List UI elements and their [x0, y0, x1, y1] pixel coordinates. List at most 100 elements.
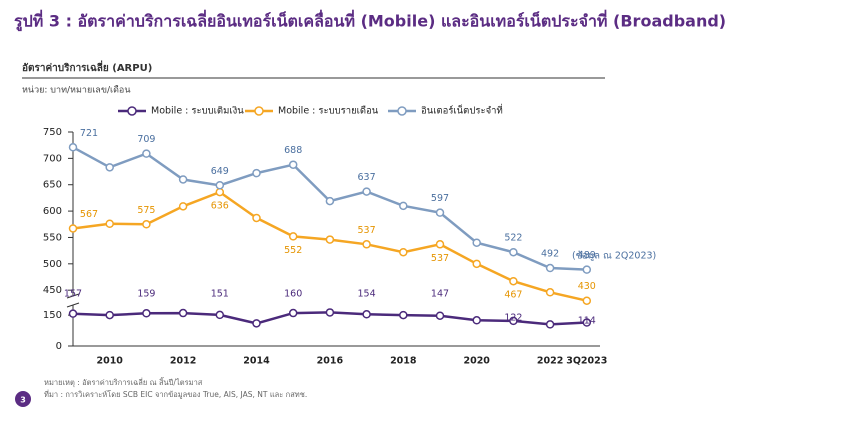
data-label: 649	[211, 166, 229, 177]
data-label: 154	[358, 289, 376, 300]
point	[68, 143, 78, 152]
data-label: 688	[284, 145, 302, 156]
data-label: 122	[504, 313, 522, 324]
x-tick-label: 2018	[390, 356, 417, 367]
y-tick-label: 700	[43, 153, 62, 164]
point	[142, 149, 151, 158]
point	[582, 265, 592, 274]
y-tick-label: 450	[43, 285, 62, 296]
axis-break	[66, 302, 80, 308]
y-tick-label: 500	[43, 259, 62, 270]
data-label: 151	[211, 289, 229, 300]
legend-marker	[397, 106, 407, 116]
data-label: 597	[431, 193, 449, 204]
point	[325, 308, 335, 317]
data-label: 537	[431, 253, 449, 264]
point	[105, 310, 114, 320]
legend-marker	[127, 106, 137, 116]
point	[68, 309, 78, 318]
x-tick-label: 2010	[96, 356, 123, 367]
point	[545, 263, 555, 273]
point	[399, 201, 408, 211]
page-badge	[15, 391, 31, 407]
data-label: 709	[137, 134, 155, 145]
point	[472, 238, 481, 247]
subtitle: อัตราค่าบริการเฉลี่ย (ARPU)	[22, 60, 152, 74]
point	[435, 240, 445, 249]
point	[362, 187, 371, 196]
point	[178, 202, 188, 211]
point	[178, 175, 188, 184]
note: ที่มา : การวิเคราะห์โดย SCB EIC จากข้อมู…	[44, 389, 307, 399]
data-label: 430	[578, 281, 596, 292]
point	[178, 308, 188, 318]
point	[399, 310, 408, 320]
y-tick-label: 650	[43, 180, 62, 191]
y-tick-label: 600	[43, 206, 62, 217]
point	[399, 247, 408, 257]
axis-break	[66, 293, 80, 299]
data-label: 537	[358, 225, 376, 236]
point	[509, 276, 518, 286]
y-tick-label: 550	[43, 232, 62, 243]
unit-label: หน่วย: บาท/หมายเลข/เดือน	[22, 85, 130, 96]
data-label: 489	[578, 250, 596, 261]
point	[252, 213, 261, 223]
x-tick-label: 2012	[170, 356, 196, 367]
point	[435, 311, 445, 320]
x-tick-label: 2020	[463, 356, 490, 367]
data-label: 157	[64, 289, 82, 300]
note: หมายเหตุ : อัตราค่าบริการเฉลี่ย ณ สิ้นปี…	[44, 377, 203, 387]
point	[288, 232, 298, 241]
point	[142, 220, 151, 229]
point	[545, 288, 555, 297]
point	[215, 187, 225, 197]
data-label: 721	[80, 128, 98, 139]
data-label: 159	[137, 289, 155, 300]
point	[252, 168, 261, 178]
data-label: 522	[504, 233, 522, 244]
point	[288, 308, 298, 318]
point	[325, 196, 335, 206]
point	[142, 309, 151, 318]
data-label: 160	[284, 289, 302, 300]
y-tick-label: 750	[43, 127, 62, 138]
point	[509, 316, 518, 326]
legend-label: Mobile : ระบบเติมเงิน	[151, 106, 244, 117]
x-tick-label: 3Q2023	[566, 356, 607, 367]
x-tick-label: 2016	[317, 356, 344, 367]
data-label: 567	[80, 209, 98, 220]
point	[509, 247, 518, 257]
data-label: 637	[358, 172, 376, 183]
legend-label: อินเตอร์เน็ตประจำที่	[421, 104, 503, 117]
data-label: 492	[541, 249, 559, 260]
point	[325, 235, 335, 244]
legend-label: Mobile : ระบบรายเดือน	[278, 106, 379, 117]
x-tick-label: 2014	[243, 356, 270, 367]
point	[252, 319, 261, 328]
data-label: 552	[284, 245, 302, 256]
point	[545, 320, 555, 329]
point	[105, 163, 114, 172]
point	[288, 160, 298, 169]
y-tick-label: 0	[56, 341, 62, 352]
point	[472, 259, 481, 269]
chart-title: รูปที่ 3 : อัตราค่าบริการเฉลี่ยอินเทอร์เ…	[14, 10, 726, 33]
point	[435, 208, 445, 217]
data-label: 636	[211, 201, 229, 212]
point	[68, 224, 78, 233]
data-label: 114	[578, 316, 596, 327]
point	[105, 219, 114, 228]
point	[215, 310, 225, 320]
y-tick-label: 150	[43, 310, 62, 321]
data-label: 575	[137, 205, 155, 216]
data-label: 467	[504, 290, 522, 301]
point	[472, 316, 481, 325]
data-label: 147	[431, 289, 449, 300]
page-number: 3	[20, 396, 26, 405]
point	[362, 240, 371, 249]
legend-marker	[254, 106, 264, 116]
x-tick-label: 2022	[537, 356, 563, 367]
point	[582, 318, 592, 327]
